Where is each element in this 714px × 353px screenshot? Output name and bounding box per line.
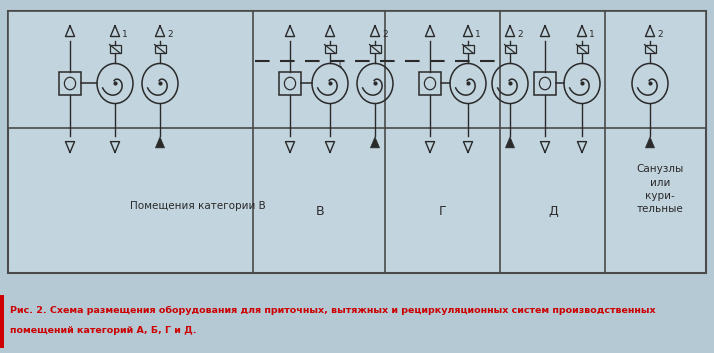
Text: Д: Д (548, 205, 558, 218)
Text: 2: 2 (382, 30, 388, 39)
Bar (370, 44, 381, 53)
Text: Санузлы
или
кури-
тельные: Санузлы или кури- тельные (636, 164, 683, 214)
Text: 1: 1 (337, 60, 343, 69)
Text: 2: 2 (167, 30, 173, 39)
Polygon shape (371, 137, 380, 148)
Polygon shape (645, 137, 655, 148)
Text: 1: 1 (589, 30, 595, 39)
Bar (154, 44, 166, 53)
Bar (109, 44, 121, 53)
Polygon shape (156, 137, 164, 148)
Text: 2: 2 (517, 30, 523, 39)
Text: Г: Г (439, 205, 447, 218)
Bar (279, 72, 301, 95)
Text: В: В (316, 205, 324, 218)
Bar (8, 11, 706, 128)
Bar (463, 44, 473, 53)
Text: Рис. 2. Схема размещения оборудования для приточных, вытяжных и рециркуляционных: Рис. 2. Схема размещения оборудования дл… (10, 306, 655, 315)
Text: Помещения категории В: Помещения категории В (130, 201, 266, 211)
Text: 2: 2 (657, 30, 663, 39)
Text: помещений категорий А, Б, Г и Д.: помещений категорий А, Б, Г и Д. (10, 326, 196, 335)
Bar (59, 72, 81, 95)
Polygon shape (506, 137, 515, 148)
Bar (505, 44, 516, 53)
Text: 1: 1 (475, 30, 481, 39)
Text: 1: 1 (122, 30, 128, 39)
Bar (324, 44, 336, 53)
Bar (534, 72, 556, 95)
Bar (645, 44, 655, 53)
Bar (419, 72, 441, 95)
Bar (576, 44, 588, 53)
Bar (0, 294, 4, 348)
